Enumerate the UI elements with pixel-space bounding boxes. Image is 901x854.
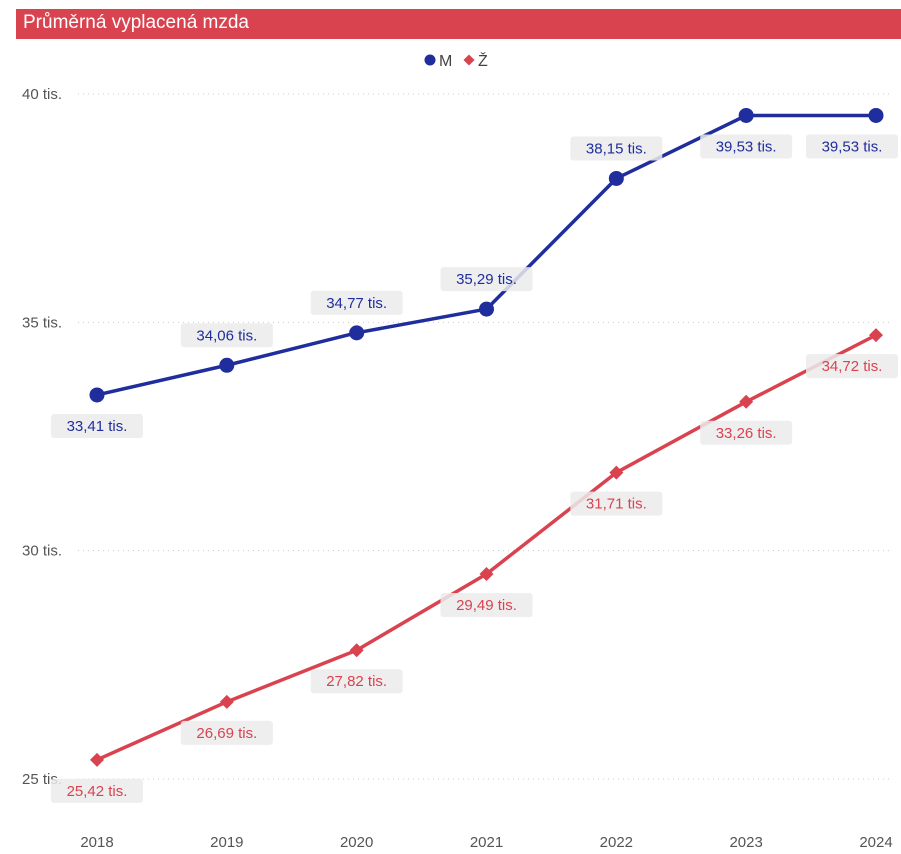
grid-lines bbox=[78, 93, 890, 780]
legend-label: M bbox=[439, 53, 452, 70]
data-point-marker[interactable] bbox=[868, 107, 884, 123]
data-label: 34,77 tis. bbox=[310, 290, 403, 315]
data-label: 35,29 tis. bbox=[440, 267, 533, 292]
data-label-text: 38,15 tis. bbox=[586, 140, 647, 157]
legend-item-m[interactable]: M bbox=[424, 53, 453, 70]
data-label-text: 39,53 tis. bbox=[716, 138, 777, 155]
legend-label: Ž bbox=[478, 51, 488, 70]
data-point-marker[interactable] bbox=[219, 694, 234, 709]
data-label-background bbox=[570, 136, 663, 161]
data-point-marker[interactable] bbox=[608, 170, 624, 186]
x-tick-label: 2021 bbox=[470, 834, 503, 851]
y-tick-label: 35 tis. bbox=[22, 314, 62, 331]
series-line-z bbox=[96, 333, 877, 762]
data-label-text: 39,53 tis. bbox=[822, 138, 883, 155]
data-label: 27,82 tis. bbox=[310, 669, 403, 694]
y-tick-label: 40 tis. bbox=[22, 86, 62, 103]
data-labels: 33,41 tis. 34,06 tis. 34,77 tis. 35,29 tis.… bbox=[51, 134, 898, 803]
data-label: 39,53 tis. bbox=[806, 134, 898, 159]
data-label-text: 34,77 tis. bbox=[326, 295, 387, 312]
data-label: 38,15 tis. bbox=[570, 136, 663, 161]
data-point-marker[interactable] bbox=[739, 394, 754, 409]
data-label-text: 33,41 tis. bbox=[67, 418, 128, 435]
data-label: 31,71 tis. bbox=[570, 491, 663, 516]
data-label-background bbox=[806, 354, 898, 379]
data-label: 29,49 tis. bbox=[440, 592, 533, 617]
data-label: 34,72 tis. bbox=[806, 354, 898, 379]
legend-circle-icon bbox=[424, 54, 436, 66]
data-point-marker[interactable] bbox=[89, 387, 105, 403]
data-label-background bbox=[310, 290, 403, 315]
x-tick-label: 2022 bbox=[600, 834, 633, 851]
data-label: 33,26 tis. bbox=[700, 420, 793, 445]
data-label-background bbox=[180, 720, 273, 745]
data-label-background bbox=[570, 491, 663, 516]
data-label-background bbox=[180, 323, 273, 348]
data-label: 26,69 tis. bbox=[180, 720, 273, 745]
data-label-background bbox=[310, 669, 403, 694]
data-point-marker[interactable] bbox=[479, 301, 494, 317]
data-label-text: 27,82 tis. bbox=[326, 673, 387, 690]
data-point-marker[interactable] bbox=[869, 328, 883, 343]
x-tick-label: 2020 bbox=[340, 834, 373, 851]
data-label-text: 34,06 tis. bbox=[196, 327, 257, 344]
data-label-text: 26,69 tis. bbox=[196, 725, 257, 742]
data-label-background bbox=[51, 778, 143, 803]
data-label-text: 29,49 tis. bbox=[456, 597, 517, 614]
x-tick-label: 2018 bbox=[80, 834, 113, 851]
axis-labels: 25 tis.30 tis.35 tis.40 tis.2018 2019 2020… bbox=[22, 86, 893, 851]
data-label-background bbox=[806, 134, 898, 159]
data-label-background bbox=[51, 413, 143, 438]
legend-item-z[interactable]: Ž bbox=[463, 51, 489, 70]
data-label-text: 33,26 tis. bbox=[716, 425, 777, 442]
data-label: 34,06 tis. bbox=[180, 323, 273, 348]
data-point-marker[interactable] bbox=[349, 643, 364, 658]
data-label: 39,53 tis. bbox=[700, 134, 793, 159]
data-point-marker[interactable] bbox=[738, 107, 754, 123]
data-point-marker[interactable] bbox=[349, 325, 365, 341]
data-point-marker[interactable] bbox=[479, 566, 494, 581]
data-label: 25,42 tis. bbox=[51, 778, 143, 803]
series-lines bbox=[89, 107, 884, 767]
data-label-text: 34,72 tis. bbox=[822, 358, 883, 375]
data-point-marker[interactable] bbox=[90, 752, 104, 767]
data-label-background bbox=[700, 134, 793, 159]
data-label-text: 25,42 tis. bbox=[67, 783, 128, 800]
data-label-text: 35,29 tis. bbox=[456, 271, 517, 288]
x-tick-label: 2019 bbox=[210, 834, 243, 851]
legend-diamond-icon bbox=[463, 54, 475, 66]
y-tick-label: 30 tis. bbox=[22, 543, 62, 560]
data-label-background bbox=[440, 592, 533, 617]
data-point-marker[interactable] bbox=[609, 465, 624, 480]
x-tick-label: 2024 bbox=[859, 834, 892, 851]
data-label-background bbox=[700, 420, 793, 445]
data-label-background bbox=[440, 267, 533, 292]
chart-title-bar: Průměrná vyplacená mzda bbox=[16, 9, 901, 39]
data-label-text: 31,71 tis. bbox=[586, 496, 647, 513]
data-label: 33,41 tis. bbox=[51, 413, 143, 438]
x-tick-label: 2023 bbox=[729, 834, 762, 851]
data-point-marker[interactable] bbox=[219, 357, 235, 373]
chart-title: Průměrná vyplacená mzda bbox=[23, 12, 249, 33]
